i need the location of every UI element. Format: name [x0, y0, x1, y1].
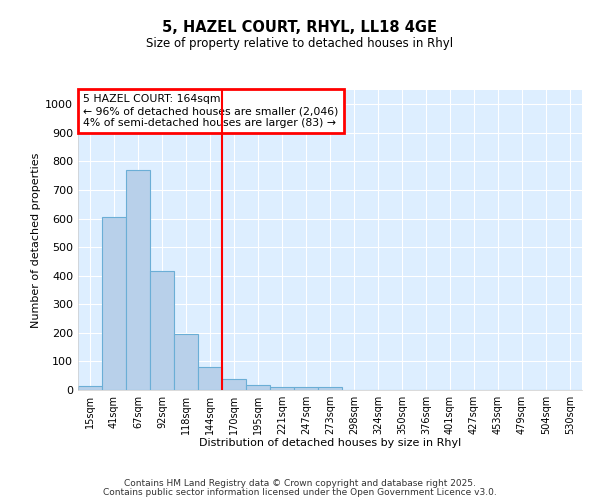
Text: Contains HM Land Registry data © Crown copyright and database right 2025.: Contains HM Land Registry data © Crown c… [124, 478, 476, 488]
Text: 5 HAZEL COURT: 164sqm
← 96% of detached houses are smaller (2,046)
4% of semi-de: 5 HAZEL COURT: 164sqm ← 96% of detached … [83, 94, 338, 128]
X-axis label: Distribution of detached houses by size in Rhyl: Distribution of detached houses by size … [199, 438, 461, 448]
Bar [198, 367, 222, 390]
Bar [246, 385, 270, 390]
Bar [102, 217, 126, 390]
Bar [150, 272, 174, 390]
Bar [126, 170, 150, 390]
Bar [270, 387, 294, 390]
Bar [318, 387, 342, 390]
Bar [294, 387, 318, 390]
Bar [222, 379, 246, 390]
Text: Size of property relative to detached houses in Rhyl: Size of property relative to detached ho… [146, 38, 454, 51]
Text: 5, HAZEL COURT, RHYL, LL18 4GE: 5, HAZEL COURT, RHYL, LL18 4GE [163, 20, 437, 35]
Bar [78, 386, 102, 390]
Y-axis label: Number of detached properties: Number of detached properties [31, 152, 41, 328]
Text: Contains public sector information licensed under the Open Government Licence v3: Contains public sector information licen… [103, 488, 497, 497]
Bar [174, 334, 198, 390]
